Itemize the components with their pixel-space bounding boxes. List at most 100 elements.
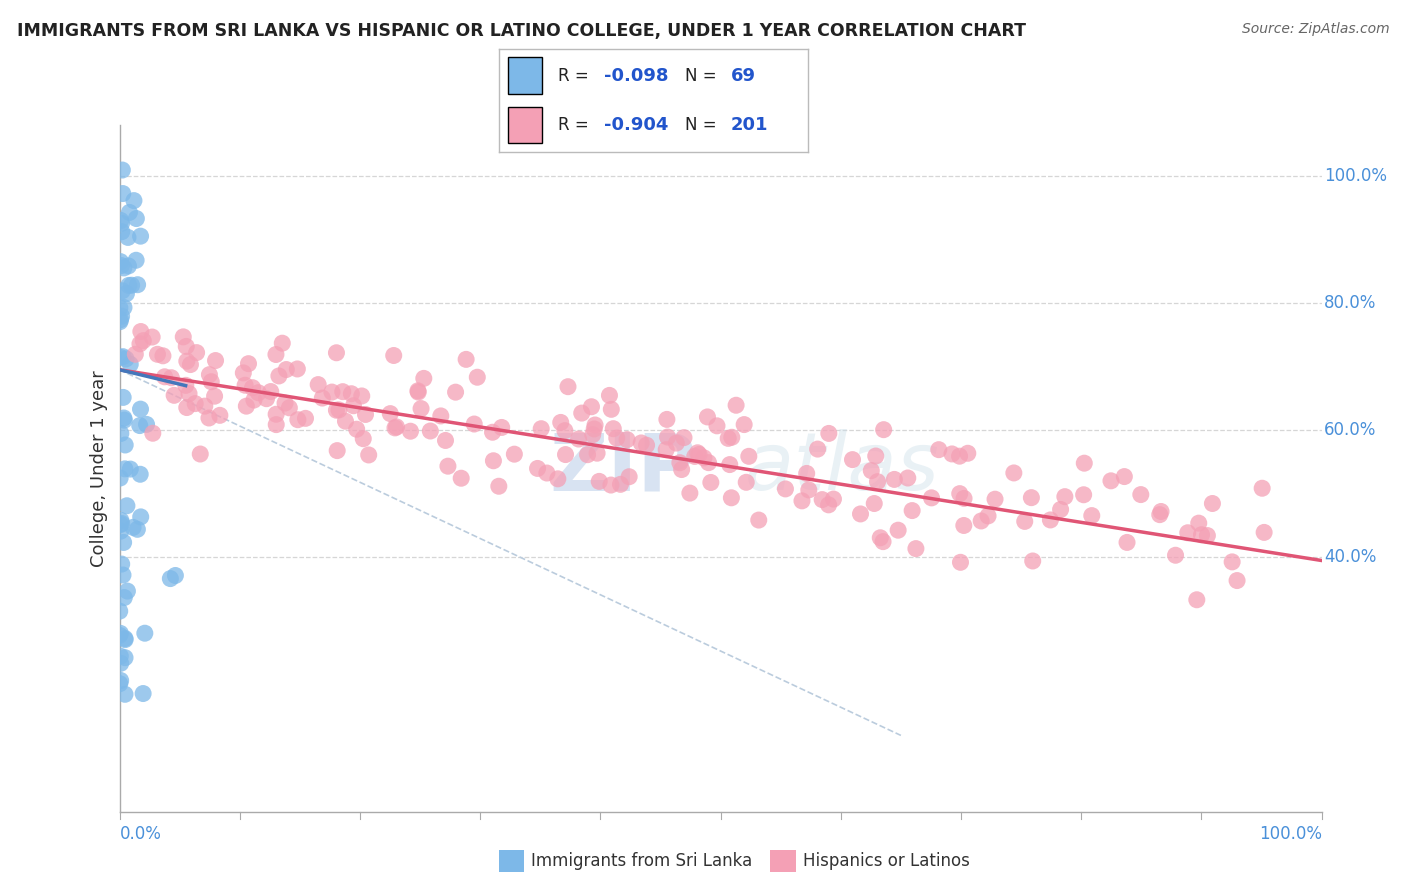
Point (194, 399, 217, 413)
Point (114, 632, 136, 646)
Point (114, 650, 136, 665)
Text: -0.098: -0.098 (605, 67, 669, 85)
Point (208, 409, 231, 423)
Point (278, 401, 301, 415)
Point (1150, 504, 1173, 518)
Point (600, 402, 623, 417)
Point (235, 399, 257, 413)
Point (124, 347, 146, 361)
Point (865, 449, 887, 463)
FancyBboxPatch shape (509, 57, 543, 95)
Point (129, 229, 152, 244)
Point (866, 475, 889, 489)
Point (412, 371, 434, 385)
Point (949, 555, 972, 569)
Point (114, 632, 136, 647)
Point (114, 438, 136, 452)
Point (419, 424, 441, 438)
Point (352, 432, 374, 446)
Point (1185, 592, 1208, 607)
Point (380, 407, 402, 421)
Point (921, 491, 943, 505)
Point (110, 254, 132, 268)
Point (110, 216, 132, 230)
Point (1201, 496, 1223, 510)
Point (953, 491, 976, 506)
Point (110, 626, 132, 640)
Point (735, 475, 758, 490)
Point (1114, 469, 1136, 483)
Text: 100.0%: 100.0% (1258, 825, 1322, 843)
Point (114, 462, 136, 476)
Point (463, 417, 485, 431)
Point (720, 491, 742, 505)
Point (1053, 490, 1076, 504)
Point (488, 479, 510, 493)
Point (110, 513, 132, 527)
Point (617, 469, 640, 483)
Point (456, 352, 478, 367)
Point (232, 366, 254, 380)
Point (110, 312, 132, 326)
Point (108, 604, 131, 618)
Point (342, 399, 364, 413)
Point (1251, 481, 1274, 495)
Text: 201: 201 (731, 116, 769, 134)
Point (869, 531, 891, 545)
Point (1002, 466, 1025, 480)
Point (264, 417, 287, 432)
Point (274, 396, 297, 410)
Point (928, 442, 950, 457)
Point (655, 442, 678, 457)
Point (606, 431, 628, 445)
Point (665, 436, 688, 450)
Y-axis label: College, Under 1 year: College, Under 1 year (90, 370, 108, 566)
Point (117, 230, 139, 244)
Point (111, 568, 134, 582)
Point (127, 277, 149, 292)
Point (127, 522, 149, 536)
Point (238, 357, 260, 371)
Point (321, 385, 343, 400)
Point (325, 345, 347, 359)
Point (122, 194, 145, 208)
Point (817, 426, 839, 441)
Point (110, 524, 132, 538)
Point (110, 310, 132, 324)
Point (598, 388, 620, 402)
Point (444, 385, 467, 400)
Point (242, 381, 264, 395)
Text: ZIP: ZIP (550, 429, 696, 508)
Point (437, 459, 460, 474)
Point (260, 384, 283, 399)
Point (406, 385, 429, 400)
Point (970, 514, 993, 528)
Point (112, 413, 135, 427)
Point (823, 491, 845, 506)
Point (111, 350, 134, 364)
Point (142, 426, 165, 441)
Point (849, 507, 872, 521)
Point (953, 518, 976, 533)
Point (112, 411, 135, 425)
Point (125, 253, 148, 268)
Point (1177, 525, 1199, 540)
Text: R =: R = (558, 67, 593, 85)
Text: N =: N = (685, 116, 721, 134)
Point (679, 486, 702, 500)
Point (129, 402, 152, 417)
Point (174, 339, 197, 353)
Point (1073, 488, 1095, 502)
Point (693, 450, 716, 465)
Text: 69: 69 (731, 67, 756, 85)
Point (163, 388, 186, 402)
Point (108, 628, 131, 642)
Point (115, 499, 138, 513)
Point (186, 345, 208, 359)
Point (796, 467, 818, 481)
Point (384, 421, 406, 435)
Point (655, 412, 678, 426)
Point (112, 535, 135, 549)
Point (669, 456, 692, 470)
Point (530, 422, 553, 436)
